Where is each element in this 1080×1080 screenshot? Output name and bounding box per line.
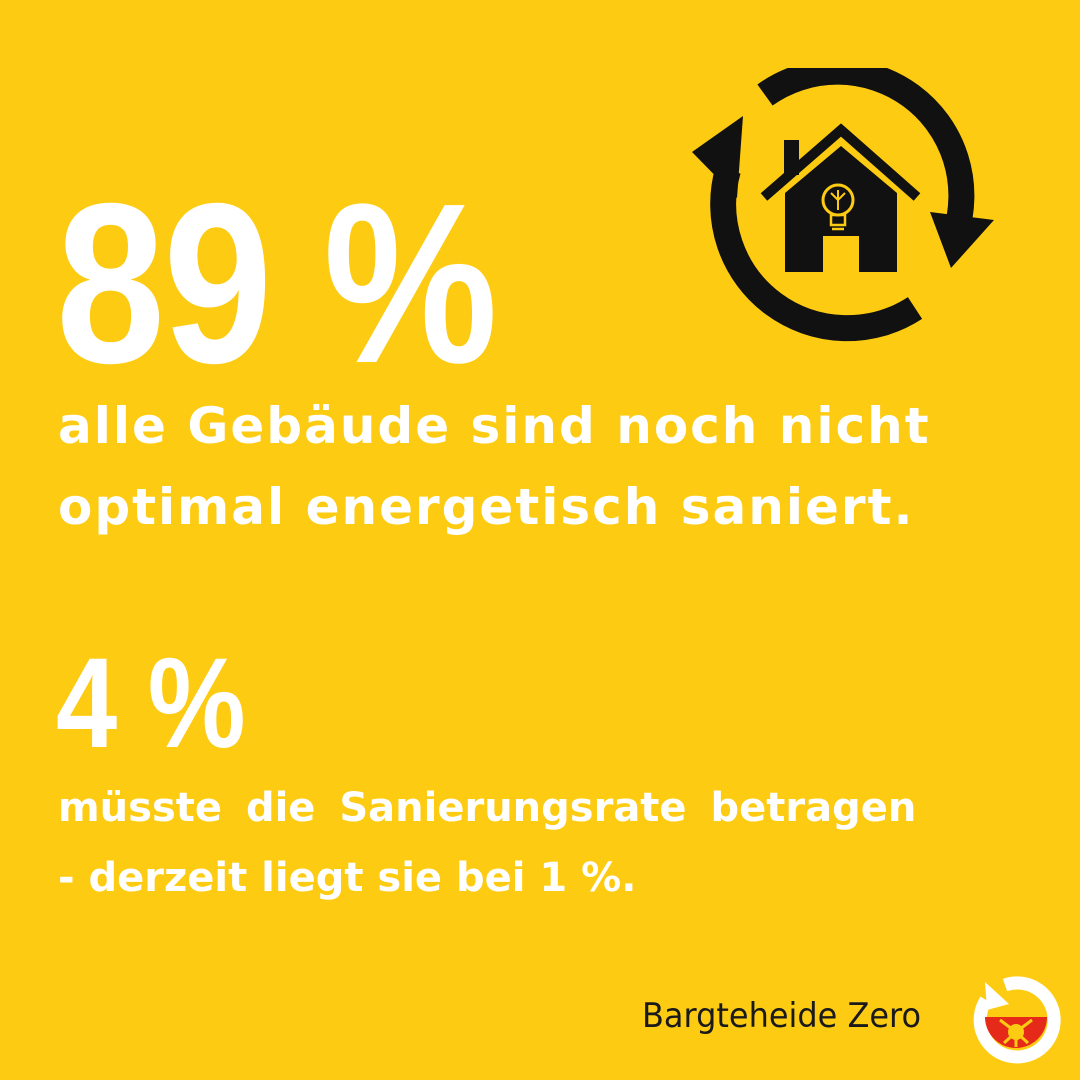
secondary-line-2: - derzeit liegt sie bei 1 %.	[58, 855, 637, 901]
house-recycle-arrows-icon	[692, 68, 994, 342]
headline-line-2: optimal energetisch saniert.	[58, 478, 915, 536]
brand-name: Bargteheide Zero	[642, 996, 922, 1036]
secondary-stat: 4 %	[56, 632, 246, 775]
secondary-line-1: müsste die Sanierungsrate betragen	[58, 785, 917, 831]
headline-stat: 89 %	[56, 157, 498, 411]
bargteheide-zero-logo-icon	[973, 976, 1061, 1064]
headline-line-1: alle Gebäude sind noch nicht	[58, 397, 931, 455]
